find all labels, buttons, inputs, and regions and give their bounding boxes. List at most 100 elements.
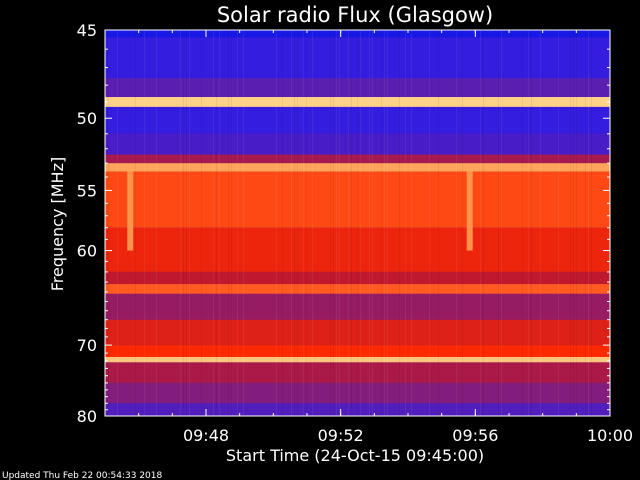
heatmap-texture xyxy=(483,30,484,416)
heatmap-band xyxy=(105,382,610,404)
heatmap-band xyxy=(105,30,610,38)
heatmap-band xyxy=(105,37,610,79)
heatmap-texture xyxy=(369,30,370,416)
heatmap-texture xyxy=(531,30,532,416)
heatmap-texture xyxy=(291,30,292,416)
heatmap-texture xyxy=(297,30,298,416)
heatmap-texture xyxy=(333,30,334,416)
plot-frame xyxy=(104,29,611,417)
heatmap-texture xyxy=(498,30,499,416)
heatmap-texture xyxy=(591,30,592,416)
heatmap-texture xyxy=(294,30,295,416)
heatmap-texture xyxy=(183,30,184,416)
heatmap-texture xyxy=(411,30,412,416)
x-tick-label: 09:56 xyxy=(452,426,498,445)
y-tick-label: 55 xyxy=(77,181,97,200)
heatmap-band xyxy=(105,154,610,164)
spectrogram-heatmap xyxy=(105,30,610,416)
heatmap-texture xyxy=(186,30,187,416)
heatmap-event xyxy=(466,171,473,251)
heatmap-texture xyxy=(372,30,373,416)
heatmap-texture xyxy=(336,30,337,416)
heatmap-texture xyxy=(588,30,589,416)
heatmap-texture xyxy=(558,30,559,416)
x-axis: 09:48 09:52 09:56 10:00 xyxy=(138,30,633,445)
heatmap-texture xyxy=(201,30,202,416)
y-tick-label: 70 xyxy=(77,336,97,355)
heatmap-texture xyxy=(540,30,541,416)
heatmap-texture xyxy=(585,30,586,416)
heatmap-texture xyxy=(330,30,331,416)
heatmap-band xyxy=(105,78,610,98)
heatmap-texture xyxy=(399,30,400,416)
heatmap-band xyxy=(105,227,610,272)
heatmap-band xyxy=(105,163,610,172)
heatmap-texture xyxy=(339,30,340,416)
heatmap-texture xyxy=(462,30,463,416)
chart-title: Solar radio Flux (Glasgow) xyxy=(217,3,493,27)
heatmap-texture xyxy=(108,30,109,416)
heatmap-texture xyxy=(456,30,457,416)
x-tick-label: 09:48 xyxy=(183,426,229,445)
heatmap-band xyxy=(105,97,610,107)
heatmap-texture xyxy=(156,30,157,416)
heatmap-band xyxy=(105,171,610,228)
updated-timestamp: Updated Thu Feb 22 00:54:33 2018 xyxy=(2,471,163,480)
heatmap-band xyxy=(105,319,610,346)
heatmap-band xyxy=(105,284,610,294)
heatmap-texture xyxy=(405,30,406,416)
heatmap-texture xyxy=(357,30,358,416)
heatmap-texture xyxy=(351,30,352,416)
y-axis-label: Frequency [MHz] xyxy=(48,157,67,291)
heatmap-texture xyxy=(276,30,277,416)
heatmap-band xyxy=(105,362,610,383)
heatmap-texture xyxy=(237,30,238,416)
heatmap-event xyxy=(127,171,134,251)
y-tick-label: 50 xyxy=(77,109,97,128)
heatmap-texture xyxy=(117,30,118,416)
heatmap-texture xyxy=(312,30,313,416)
heatmap-texture xyxy=(303,30,304,416)
heatmap-texture xyxy=(348,30,349,416)
x-axis-label: Start Time (24-Oct-15 09:45:00) xyxy=(226,446,484,465)
heatmap-band xyxy=(105,271,610,285)
heatmap-texture xyxy=(522,30,523,416)
heatmap-texture xyxy=(438,30,439,416)
heatmap-texture xyxy=(576,30,577,416)
heatmap-texture xyxy=(228,30,229,416)
heatmap-band xyxy=(105,403,610,416)
y-tick-label: 80 xyxy=(77,407,97,426)
x-tick-label: 09:52 xyxy=(318,426,364,445)
heatmap-texture xyxy=(381,30,382,416)
heatmap-texture xyxy=(360,30,361,416)
heatmap-texture xyxy=(573,30,574,416)
heatmap-texture xyxy=(213,30,214,416)
heatmap-texture xyxy=(480,30,481,416)
heatmap-texture xyxy=(384,30,385,416)
heatmap-texture xyxy=(135,30,136,416)
y-axis: 45 50 55 60 70 80 xyxy=(77,21,610,426)
x-tick-label: 10:00 xyxy=(587,426,633,445)
heatmap-band xyxy=(105,106,610,134)
y-tick-label: 60 xyxy=(77,242,97,261)
y-tick-label: 45 xyxy=(77,21,97,40)
heatmap-band xyxy=(105,293,610,320)
heatmap-texture xyxy=(282,30,283,416)
heatmap-texture xyxy=(189,30,190,416)
heatmap-texture xyxy=(243,30,244,416)
heatmap-texture xyxy=(429,30,430,416)
heatmap-texture xyxy=(219,30,220,416)
heatmap-texture xyxy=(387,30,388,416)
heatmap-texture xyxy=(144,30,145,416)
heatmap-band xyxy=(105,345,610,358)
heatmap-texture xyxy=(216,30,217,416)
heatmap-texture xyxy=(570,30,571,416)
heatmap-band xyxy=(105,357,610,363)
heatmap-texture xyxy=(306,30,307,416)
heatmap-band xyxy=(105,133,610,155)
heatmap-texture xyxy=(180,30,181,416)
heatmap-texture xyxy=(528,30,529,416)
heatmap-texture xyxy=(231,30,232,416)
heatmap-texture xyxy=(501,30,502,416)
